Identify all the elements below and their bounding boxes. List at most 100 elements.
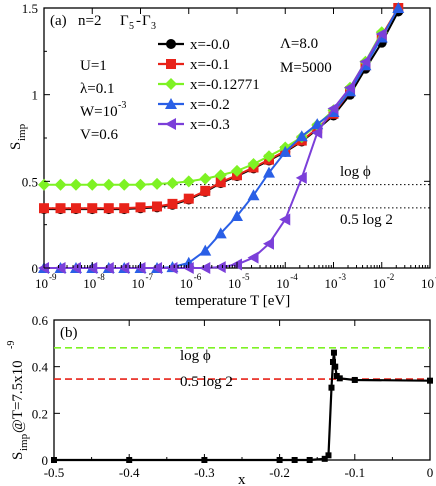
panel-a-data-point [295, 171, 307, 184]
panel-a-label: (a) [50, 13, 67, 29]
panel-a-data-point [199, 172, 212, 185]
panel-a-gamma2: Γ [142, 13, 151, 29]
panel-a-data-point [166, 262, 178, 274]
panel-a-gamma1-sub: 5 [129, 21, 134, 32]
panel-a-data-point [311, 118, 324, 130]
param-lambda: λ=0.1 [80, 81, 114, 97]
legend-swatch-marker [166, 59, 176, 69]
panel-b-data-point [351, 376, 358, 383]
legend-swatch-marker [165, 98, 177, 109]
panel-a-data-point [199, 262, 211, 274]
panel-a-dash: - [136, 13, 141, 29]
legend-item: x=-0.12771 [158, 77, 260, 93]
param-m: M=5000 [280, 60, 332, 76]
panel-a-data-point [247, 158, 260, 170]
panel-a-n: n=2 [78, 13, 101, 29]
panel-b-frame [53, 319, 431, 461]
panel-b-ylabel-sup: -9 [6, 341, 17, 349]
panel-b-data-point [291, 457, 298, 463]
panel-b-data-point [325, 452, 332, 459]
panel-a-data-point [311, 126, 323, 139]
panel-a-x-tick-exponent: -4 [290, 272, 298, 282]
panel-a-ylabel-main: S [8, 142, 24, 150]
ref-label-half-log2: 0.5 log 2 [340, 212, 393, 228]
panel-a-x-tick-label: 10 [325, 276, 338, 291]
panel-a: 10-910-810-710-610-510-410-310-210-100.5… [8, 1, 436, 309]
panel-b: -0.5 -0.4 -0.3 -0.2 -0.1 0 0 0.2 0.4 0.6 (b) log … [6, 313, 433, 486]
panel-a-x-tick-label: 10 [421, 276, 434, 291]
panel-a-x-tick-exponent: -8 [97, 272, 105, 282]
panel-a-data-point [102, 262, 114, 274]
panel-a-data-point [69, 262, 81, 274]
panel-a-y-tick-label: 0 [32, 261, 39, 276]
panel-a-data-point [118, 262, 130, 274]
legend-label: x=-0.12771 [190, 77, 260, 93]
panel-a-data-point [344, 81, 356, 94]
panel-a-data-point [151, 177, 164, 190]
panel-a-x-tick-label: 10 [83, 276, 96, 291]
panel-b-data-point [329, 359, 336, 365]
panel-a-data-point [247, 189, 260, 201]
panel-b-y-tick-label: 0.4 [32, 360, 49, 375]
panel-a-ylabel-sub: imp [16, 123, 28, 141]
legend-swatch-marker [165, 78, 177, 90]
panel-a-data-point [200, 185, 211, 196]
panel-b-data-point [328, 384, 335, 391]
panel-b-y-tick-label: 0.6 [32, 313, 49, 328]
panel-b-data-point [336, 375, 343, 382]
panel-a-data-point [375, 28, 387, 40]
panel-a-gamma1: Γ [120, 13, 129, 29]
panel-a-data-point [215, 177, 226, 188]
panel-a-data-point [70, 203, 81, 214]
panel-a-x-tick-label: 10 [132, 276, 145, 291]
panel-b-label: (b) [60, 325, 78, 341]
panel-a-ylabel: S imp [8, 123, 28, 150]
panel-a-x-tick-label: 10 [180, 276, 193, 291]
panel-b-ylabel-main: S [10, 452, 26, 460]
panel-b-x-tick-label: 0 [427, 465, 434, 480]
panel-b-ref-label-log-phi: log ϕ [180, 348, 211, 364]
param-w-sup: -3 [118, 100, 126, 111]
panel-b-data-point [321, 455, 328, 462]
ref-label-log-phi: log ϕ [340, 164, 371, 180]
panel-a-data-point [152, 201, 163, 212]
panel-a-data-point [392, 2, 405, 13]
panel-b-series-line-0 [54, 352, 431, 462]
panel-a-series-4 [38, 28, 387, 274]
legend-item: x=-0.3 [158, 117, 230, 133]
param-u: U=1 [80, 58, 107, 74]
panel-a-data-point [199, 244, 212, 256]
panel-b-x-tick-label: -0.3 [194, 465, 215, 480]
legend-label: x=-0.0 [190, 37, 230, 53]
panel-b-data-point [333, 373, 340, 379]
panel-a-x-tick-exponent: -7 [146, 272, 154, 282]
panel-a-series-line-4 [44, 33, 383, 269]
panel-a-data-point [87, 203, 98, 214]
panel-a-x-tick-label: 10 [35, 276, 48, 291]
param-v: V=0.6 [80, 127, 119, 143]
legend-swatch-marker [165, 118, 176, 130]
panel-a-data-point [118, 178, 131, 191]
panel-b-x-tick-label: -0.1 [345, 465, 366, 480]
panel-a-data-point [295, 130, 308, 142]
panel-a-data-point [86, 178, 99, 191]
legend-label: x=-0.3 [190, 117, 230, 133]
panel-a-data-point [214, 227, 227, 239]
panel-a-x-tick-exponent: -5 [242, 272, 250, 282]
panel-b-x-tick-label: -0.4 [119, 465, 140, 480]
panel-a-data-point [231, 210, 243, 221]
panel-a-data-point [262, 237, 274, 250]
legend-item: x=-0.1 [158, 57, 230, 73]
panel-b-ylabel-rest: @T=7.5x10 [10, 360, 26, 433]
panel-b-data-point [306, 457, 313, 463]
panel-a-data-point [214, 261, 226, 274]
param-lambda-cap: Λ=8.0 [280, 36, 318, 52]
panel-b-y-tick-label: 0.2 [32, 406, 48, 421]
panel-a-x-tick-label: 10 [276, 276, 289, 291]
panel-a-data-point [279, 145, 292, 157]
panel-a-data-point [103, 203, 114, 214]
panel-b-x-tick-label: -0.5 [44, 465, 65, 480]
panel-a-data-point [135, 202, 146, 213]
panel-a-y-tick-label: 1.5 [22, 1, 38, 16]
panel-a-data-point [69, 178, 82, 191]
